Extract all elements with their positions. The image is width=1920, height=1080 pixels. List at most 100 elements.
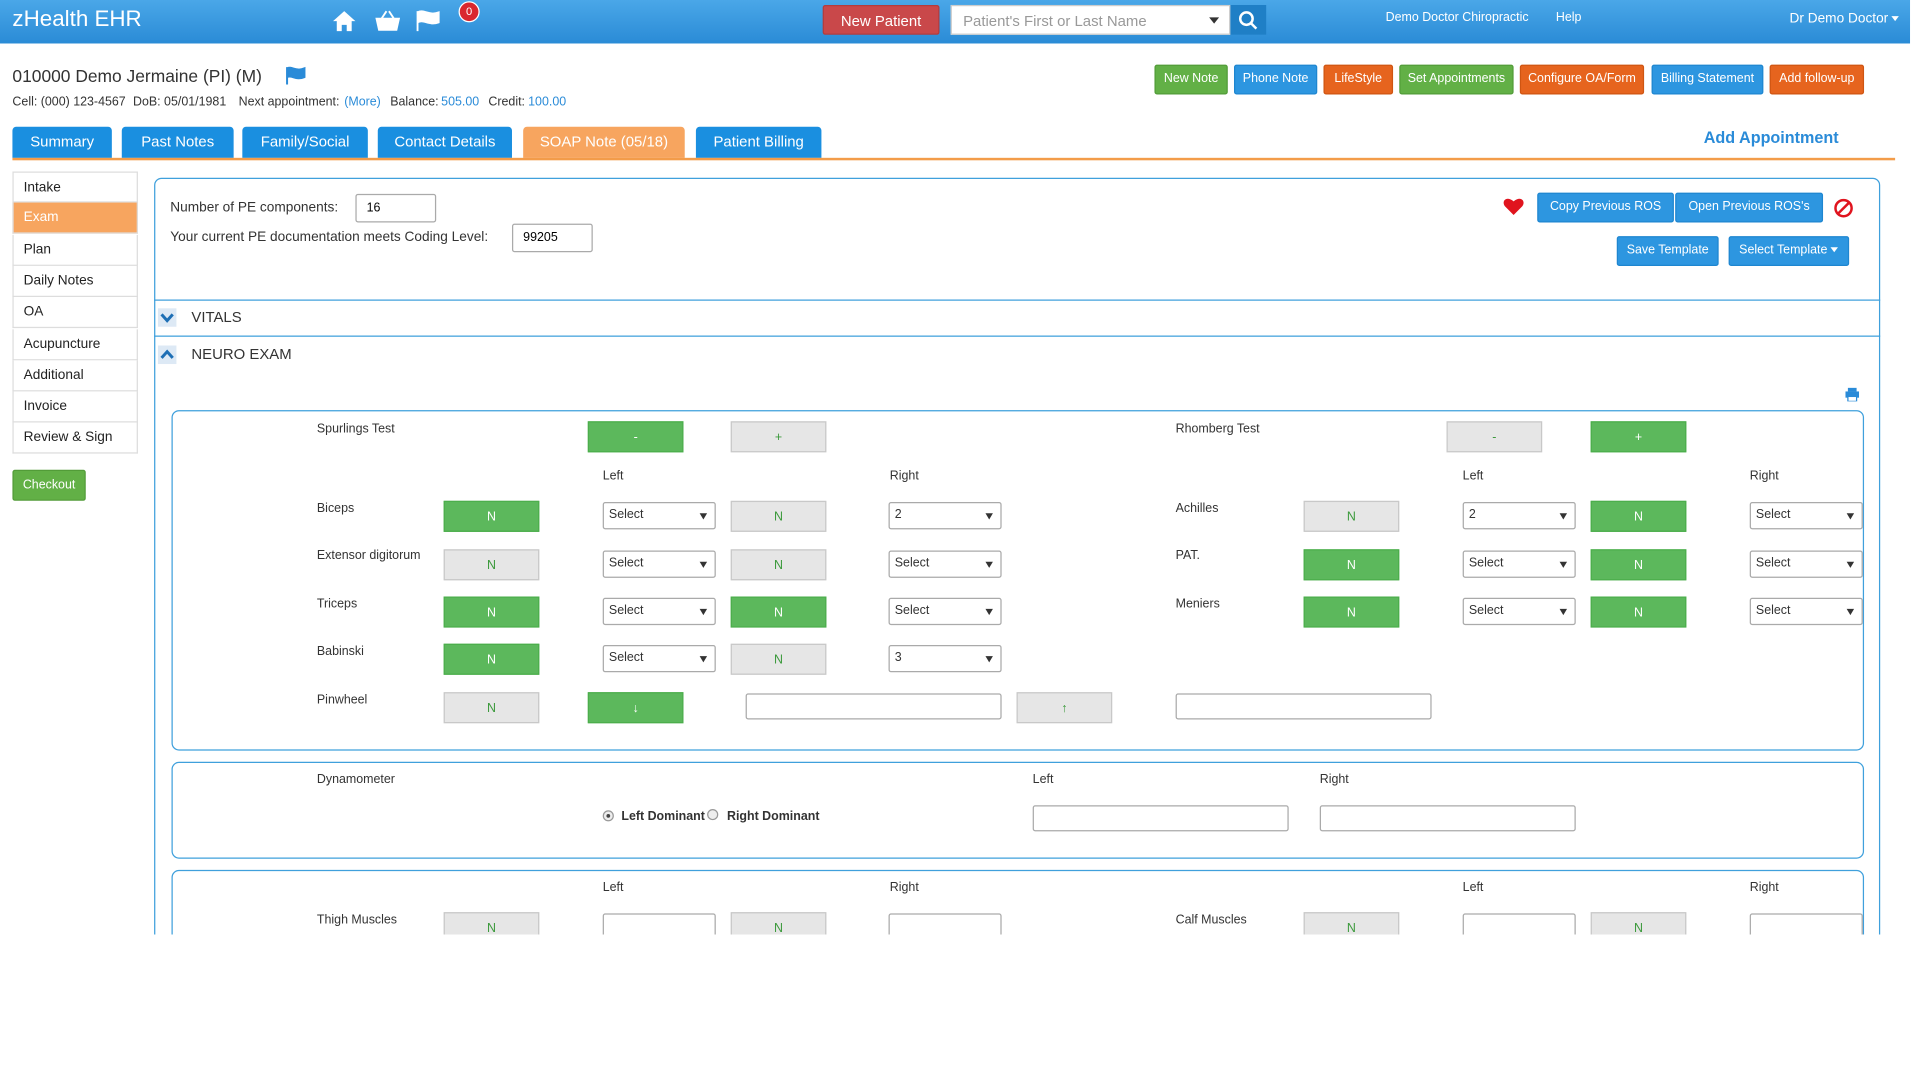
toggle-button[interactable]: N xyxy=(443,692,540,724)
coding-level-input[interactable]: 99205 xyxy=(511,223,593,253)
toggle-button[interactable]: ↑ xyxy=(1016,692,1113,724)
next-appointment-link[interactable]: (More) xyxy=(344,95,381,110)
toggle-button[interactable]: N xyxy=(730,549,827,581)
action-button[interactable]: Configure OA/Form xyxy=(1519,64,1645,95)
expand-icon[interactable] xyxy=(157,308,177,327)
sidebar-item[interactable]: Acupuncture xyxy=(12,328,138,360)
text-input[interactable] xyxy=(1749,913,1863,935)
checkout-button[interactable]: Checkout xyxy=(12,469,86,501)
toggle-button[interactable]: N xyxy=(1303,549,1400,581)
sidebar-item[interactable]: Intake xyxy=(12,171,138,203)
select[interactable]: Select xyxy=(1749,597,1863,626)
action-button[interactable]: New Note xyxy=(1154,64,1228,95)
print-icon[interactable] xyxy=(1845,387,1860,402)
select[interactable]: Select xyxy=(1749,502,1863,530)
select[interactable]: Select xyxy=(602,597,716,626)
toggle-button[interactable]: N xyxy=(730,643,827,675)
toggle-button[interactable]: - xyxy=(1446,421,1543,453)
tab[interactable]: SOAP Note (05/18) xyxy=(523,126,685,158)
select[interactable]: 2 xyxy=(888,502,1002,530)
test-label: Babinski xyxy=(316,644,364,659)
radio-label[interactable]: Left Dominant xyxy=(621,810,705,824)
clear-icon[interactable] xyxy=(1833,198,1854,219)
clinic-link[interactable]: Demo Doctor Chiropractic xyxy=(1385,11,1529,25)
patient-flag[interactable] xyxy=(285,66,307,86)
radio-label[interactable]: Right Dominant xyxy=(726,810,820,824)
toggle-button[interactable]: N xyxy=(443,643,540,675)
sidebar-item[interactable]: Invoice xyxy=(12,391,138,423)
select-template-button[interactable]: Select Template xyxy=(1728,236,1850,266)
tab[interactable]: Family/Social xyxy=(242,126,368,158)
toggle-button[interactable]: N xyxy=(730,596,827,628)
help-link[interactable]: Help xyxy=(1555,11,1582,25)
select[interactable]: Select xyxy=(602,644,716,673)
toggle-button[interactable]: N xyxy=(1590,912,1687,935)
select[interactable]: Select xyxy=(602,502,716,530)
sidebar-item[interactable]: Review & Sign xyxy=(12,423,138,455)
toggle-button[interactable]: N xyxy=(1303,500,1400,532)
toggle-button[interactable]: N xyxy=(1303,912,1400,935)
sidebar-item[interactable]: Additional xyxy=(12,360,138,392)
toggle-button[interactable]: - xyxy=(587,421,684,453)
toggle-button[interactable]: N xyxy=(730,500,827,532)
toggle-button[interactable]: N xyxy=(443,596,540,628)
radio-button[interactable] xyxy=(602,810,614,822)
text-input[interactable] xyxy=(1175,693,1432,720)
toggle-button[interactable]: + xyxy=(730,421,827,453)
sidebar-item[interactable]: Plan xyxy=(12,234,138,266)
toggle-button[interactable]: ↓ xyxy=(587,692,684,724)
toggle-button[interactable]: N xyxy=(1590,500,1687,532)
select[interactable]: Select xyxy=(602,550,716,578)
text-input[interactable] xyxy=(1032,805,1289,832)
action-button[interactable]: Phone Note xyxy=(1234,64,1318,95)
action-button[interactable]: Add follow-up xyxy=(1769,64,1865,95)
select[interactable]: 3 xyxy=(888,644,1002,673)
toggle-button[interactable]: N xyxy=(1590,549,1687,581)
notification-badge[interactable]: 0 xyxy=(458,1,480,23)
pe-components-input[interactable]: 16 xyxy=(355,193,437,223)
text-input[interactable] xyxy=(1319,805,1576,832)
select[interactable]: 2 xyxy=(1462,502,1576,530)
select[interactable]: Select xyxy=(888,550,1002,578)
user-menu[interactable]: Dr Demo Doctor xyxy=(1789,11,1899,26)
text-input[interactable] xyxy=(745,693,1002,720)
toggle-button[interactable]: N xyxy=(730,912,827,935)
sidebar-item[interactable]: Daily Notes xyxy=(12,265,138,297)
select[interactable]: Select xyxy=(1462,597,1576,626)
brand[interactable]: zHealth EHR xyxy=(12,6,142,32)
section-header[interactable]: NEURO EXAM xyxy=(191,345,292,363)
action-button[interactable]: Set Appointments xyxy=(1399,64,1514,95)
sidebar-item[interactable]: Exam xyxy=(12,202,138,234)
toggle-button[interactable]: N xyxy=(1303,596,1400,628)
nav-icons[interactable] xyxy=(332,9,450,34)
select[interactable]: Select xyxy=(888,597,1002,626)
search-button[interactable] xyxy=(1230,4,1267,35)
text-input[interactable] xyxy=(888,913,1002,935)
tab[interactable]: Contact Details xyxy=(377,126,512,158)
toggle-button[interactable]: N xyxy=(443,912,540,935)
toggle-button[interactable]: N xyxy=(443,500,540,532)
open-ros-button[interactable]: Open Previous ROS's xyxy=(1675,192,1824,223)
tab[interactable]: Summary xyxy=(12,126,112,158)
radio-button[interactable] xyxy=(707,808,719,821)
text-input[interactable] xyxy=(602,913,716,935)
select[interactable]: Select xyxy=(1462,550,1576,578)
copy-ros-button[interactable]: Copy Previous ROS xyxy=(1537,192,1674,223)
toggle-button[interactable]: N xyxy=(443,549,540,581)
tab[interactable]: Patient Billing xyxy=(695,126,822,158)
sidebar-item[interactable]: OA xyxy=(12,297,138,329)
toggle-button[interactable]: N xyxy=(1590,596,1687,628)
text-input[interactable] xyxy=(1462,913,1576,935)
select[interactable]: Select xyxy=(1749,550,1863,578)
add-appointment-link[interactable]: Add Appointment xyxy=(1703,127,1839,147)
tab[interactable]: Past Notes xyxy=(121,126,234,158)
favorite-icon[interactable] xyxy=(1502,196,1524,216)
action-button[interactable]: Billing Statement xyxy=(1651,64,1764,95)
save-template-button[interactable]: Save Template xyxy=(1616,236,1719,266)
search-input[interactable]: Patient's First or Last Name xyxy=(950,4,1231,35)
collapse-icon[interactable] xyxy=(157,345,177,365)
action-button[interactable]: LifeStyle xyxy=(1323,64,1394,95)
toggle-button[interactable]: + xyxy=(1590,421,1687,453)
new-patient-button[interactable]: New Patient xyxy=(822,4,940,35)
section-header[interactable]: VITALS xyxy=(191,308,242,326)
